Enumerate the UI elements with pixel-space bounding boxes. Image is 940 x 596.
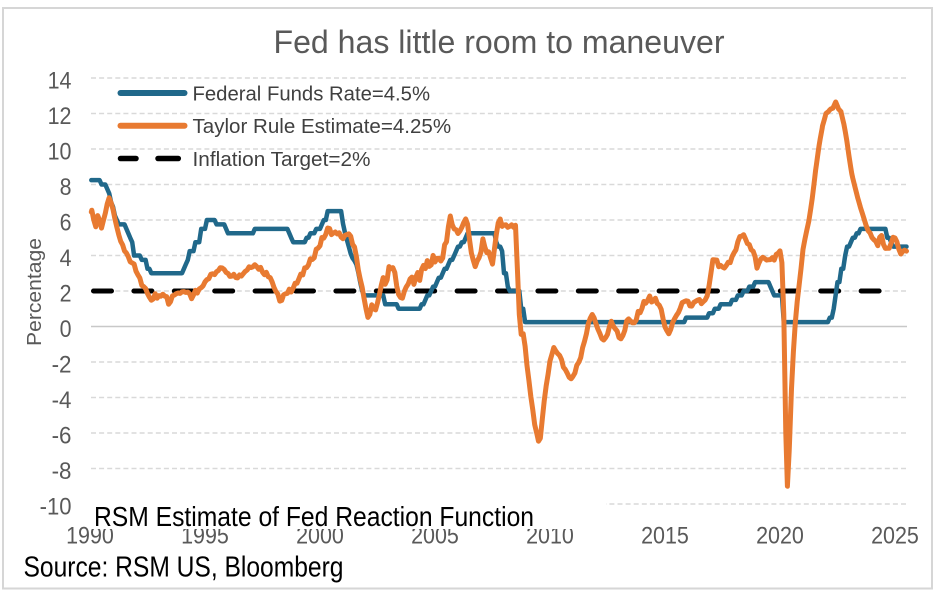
- svg-text:Percentage: Percentage: [24, 238, 46, 346]
- svg-text:8: 8: [60, 174, 72, 201]
- svg-text:RSM Estimate of Fed Reaction F: RSM Estimate of Fed Reaction Function: [94, 501, 534, 532]
- svg-text:14: 14: [48, 67, 72, 94]
- svg-text:4: 4: [60, 245, 72, 272]
- svg-text:-8: -8: [52, 458, 72, 485]
- svg-text:2015: 2015: [641, 523, 689, 550]
- svg-text:Federal Funds Rate=4.5%: Federal Funds Rate=4.5%: [193, 83, 431, 106]
- svg-text:Source: RSM US, Bloomberg: Source: RSM US, Bloomberg: [24, 552, 344, 584]
- svg-text:Taylor Rule Estimate=4.25%: Taylor Rule Estimate=4.25%: [193, 115, 452, 138]
- svg-text:Fed has little room to maneuve: Fed has little room to maneuver: [274, 24, 725, 60]
- svg-text:2025: 2025: [871, 523, 919, 550]
- svg-text:2020: 2020: [756, 523, 804, 550]
- svg-text:0: 0: [60, 316, 72, 343]
- svg-text:Inflation Target=2%: Inflation Target=2%: [193, 148, 371, 171]
- svg-text:12: 12: [48, 103, 72, 130]
- svg-text:6: 6: [60, 209, 72, 236]
- svg-text:2: 2: [60, 280, 72, 307]
- svg-text:-4: -4: [52, 387, 72, 414]
- svg-text:10: 10: [48, 138, 72, 165]
- svg-text:-6: -6: [52, 422, 72, 449]
- svg-text:-10: -10: [40, 493, 72, 520]
- svg-text:-2: -2: [52, 351, 72, 378]
